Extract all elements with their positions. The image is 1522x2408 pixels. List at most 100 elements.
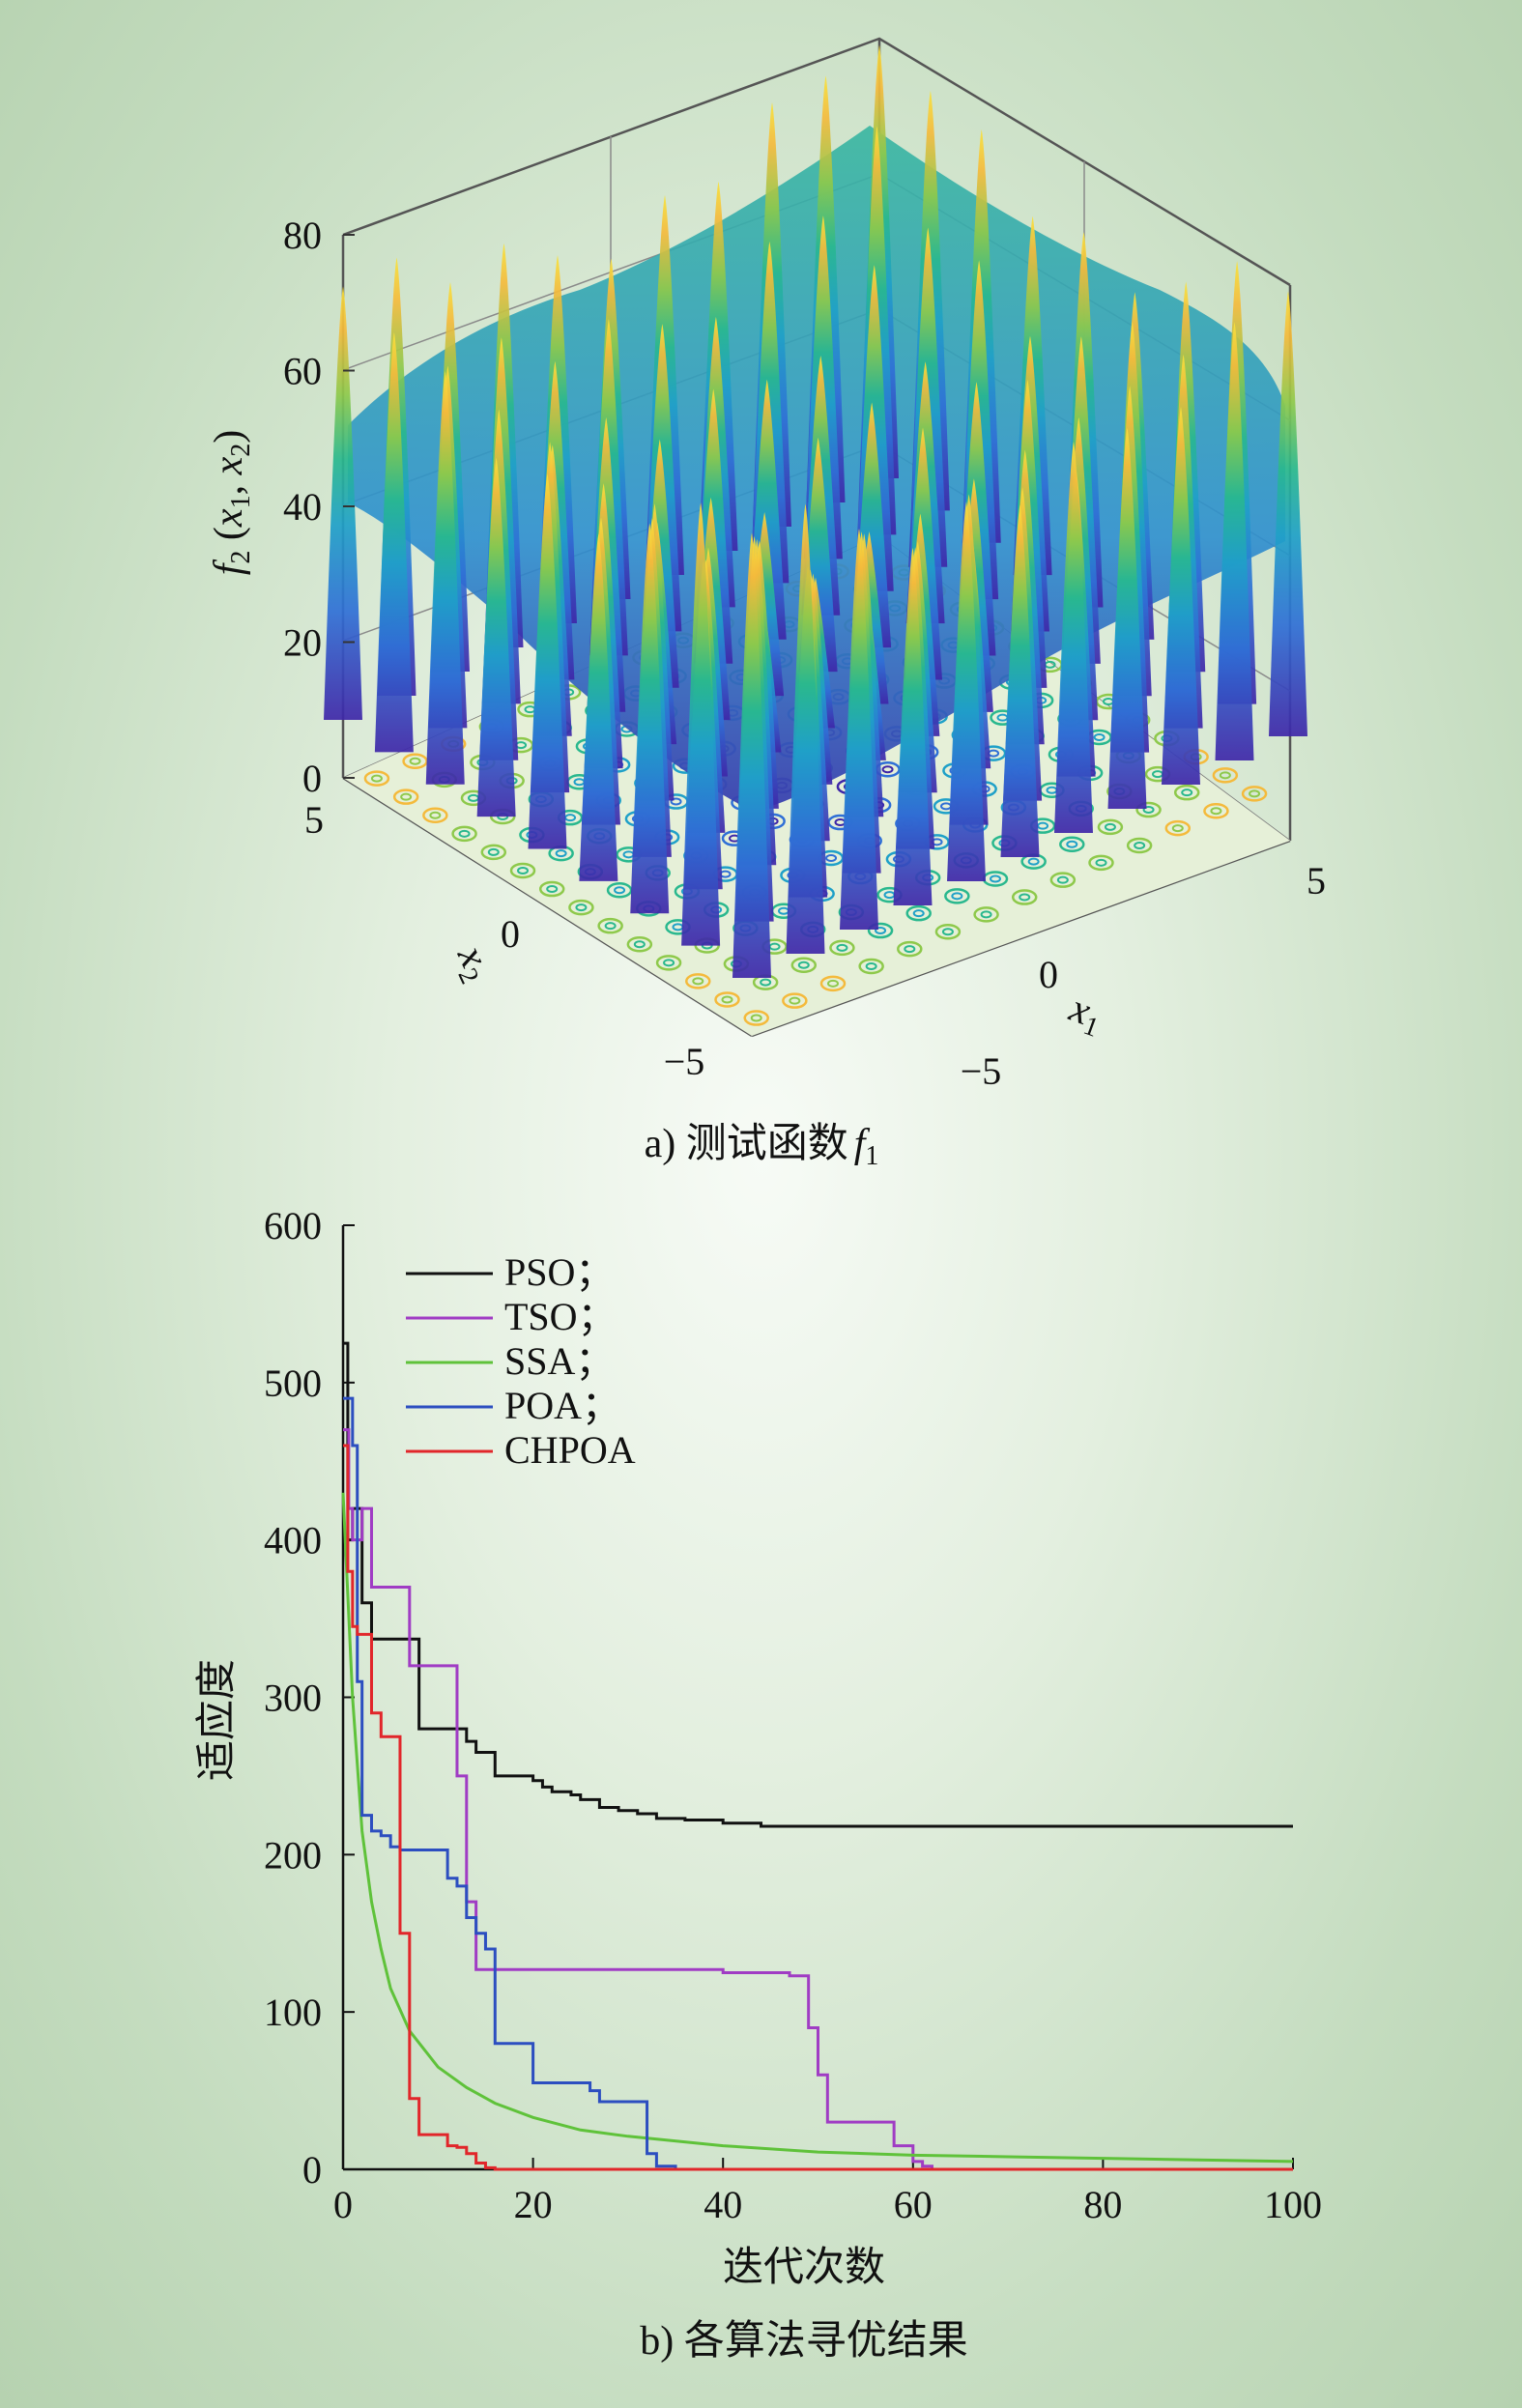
x-tick-label: 0 [333, 2183, 353, 2226]
contour-ring [1142, 806, 1155, 815]
x-axis-label: x1 [1062, 986, 1109, 1043]
contour-ring [370, 774, 383, 783]
contour-ring [1093, 732, 1106, 741]
contour-ring [1203, 803, 1229, 819]
contour-ring [1164, 819, 1192, 837]
contour-ring [1212, 767, 1239, 784]
legend-label: PSO； [504, 1250, 614, 1294]
surface-peak [1054, 442, 1093, 833]
contour-ring [897, 940, 923, 958]
contour-ring [655, 955, 682, 971]
contour-ring [827, 979, 839, 988]
surface-peak [1269, 291, 1307, 736]
x-tick: 0 [1039, 953, 1058, 996]
contour-ring [881, 765, 894, 774]
contour-ring [1056, 875, 1069, 884]
contour-ring [626, 936, 653, 953]
contour-ring [1027, 857, 1040, 866]
contour-ring [670, 797, 682, 806]
contour-ring [480, 844, 507, 861]
contour-ring [1049, 872, 1077, 888]
contour-ring [555, 849, 567, 858]
contour-ring [606, 882, 633, 899]
contour-ring [1126, 837, 1153, 854]
contour-ring [1066, 840, 1078, 848]
contour-ring [782, 992, 808, 1009]
contour-ring [1173, 784, 1200, 801]
y-tick-label: 600 [264, 1204, 322, 1247]
contour-ring [409, 757, 421, 765]
contour-ring [1171, 824, 1184, 833]
contour-ring [1134, 841, 1146, 849]
surface-peak [579, 533, 618, 881]
contour-ring [1088, 854, 1114, 872]
series-line-1 [343, 1341, 1293, 1828]
surface-peak [893, 547, 933, 905]
contour-ring [1241, 786, 1268, 802]
x-tick: −5 [961, 1049, 1002, 1093]
contour-ring [934, 924, 962, 940]
surface-peaks [324, 44, 1307, 978]
legend-label: TSO； [504, 1295, 617, 1338]
contour-ring [614, 886, 626, 895]
contour-ring [692, 977, 704, 986]
contour-ring [604, 922, 617, 931]
surface-peak [947, 502, 986, 881]
series-line-4 [343, 1396, 724, 2171]
y-axis-ticks: −5 0 5 [304, 798, 704, 1083]
contour-ring [685, 973, 711, 989]
surface-peak [786, 503, 825, 954]
y-tick: −5 [664, 1040, 705, 1083]
z-tick: 0 [302, 757, 322, 800]
contour-ring [546, 885, 559, 894]
contour-ring [1181, 788, 1193, 797]
y-axis-title: 适应度 [194, 1659, 240, 1781]
contour-ring [858, 958, 884, 975]
contour-ring [458, 829, 471, 838]
contour-ring [1011, 889, 1038, 905]
contour-ring [750, 1014, 762, 1022]
contour-ring [875, 927, 887, 935]
contour-ring [944, 888, 970, 904]
contour-ring [1059, 836, 1085, 852]
contour-ring [1219, 771, 1231, 780]
contour-ring [538, 880, 565, 898]
y-tick-label: 500 [264, 1362, 322, 1405]
caption-b: b) 各算法寻优结果 [640, 2318, 968, 2364]
surface-peak [1162, 406, 1200, 785]
contour-ring [912, 909, 925, 918]
legend-label: CHPOA [504, 1428, 636, 1472]
y-tick-label: 200 [264, 1833, 322, 1877]
x-tick: 5 [1307, 859, 1326, 903]
z-tick: 40 [283, 485, 322, 529]
contour-ring [663, 959, 675, 967]
caption-a: a) 测试函数 f1 [645, 1122, 879, 1171]
legend: PSO；TSO；SSA；POA；CHPOA [406, 1250, 636, 1472]
contour-ring [402, 753, 428, 769]
z-tick: 60 [283, 350, 322, 393]
contour-ring [790, 957, 818, 973]
x-tick-label: 80 [1083, 2183, 1122, 2226]
x-tick-label: 60 [894, 2183, 933, 2226]
contour-ring [633, 940, 646, 949]
z-tick: 20 [283, 621, 322, 665]
contour-ring [568, 899, 594, 916]
y-tick: 0 [501, 912, 520, 956]
contour-ring [980, 910, 992, 919]
contour-ring [760, 978, 772, 987]
line-chart: 0 100 200 300 400 500 600 0 20 40 60 80 100 PSO；TSO；… [194, 1204, 1322, 2364]
series-line-2 [343, 1428, 1293, 2171]
contour-ring [789, 996, 801, 1005]
contour-ring [819, 975, 847, 992]
y-tick-label: 400 [264, 1519, 322, 1562]
z-axis-ticks: 0 20 40 60 80 [283, 214, 355, 800]
contour-ring [1249, 789, 1261, 798]
contour-ring [829, 939, 855, 957]
contour-ring [422, 807, 448, 823]
contour-ring [1103, 698, 1114, 706]
contour-ring [429, 811, 442, 819]
x-tick-label: 100 [1264, 2183, 1322, 2226]
surface-peak [840, 528, 878, 930]
surface-plot: 0 20 40 60 80 −5 0 5 −5 0 5 x1 x2 f2 (x1, x2… [207, 37, 1326, 1171]
